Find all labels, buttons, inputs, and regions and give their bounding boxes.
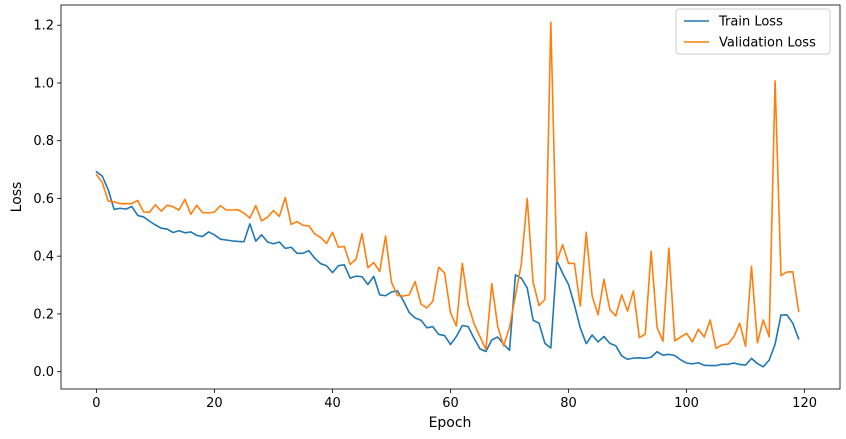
- y-tick-label: 1.2: [33, 19, 54, 34]
- legend: Train Loss Validation Loss: [675, 8, 831, 55]
- y-tick-label: 1.0: [33, 76, 54, 91]
- x-tick-label: 100: [674, 396, 699, 411]
- y-tick-label: 0.4: [33, 250, 54, 265]
- y-tick-label: 0.2: [33, 307, 54, 322]
- x-axis: 0 20 40 60 80 100 120: [92, 389, 817, 411]
- y-tick-label: 0.0: [33, 365, 54, 380]
- x-tick-label: 80: [560, 396, 577, 411]
- x-tick-label: 0: [92, 396, 100, 411]
- y-axis-label: Loss: [9, 182, 25, 213]
- x-tick-label: 20: [206, 396, 223, 411]
- legend-box: [675, 8, 831, 55]
- x-tick-label: 120: [792, 396, 817, 411]
- legend-label-validation-loss: Validation Loss: [719, 36, 816, 51]
- y-tick-label: 0.6: [33, 192, 54, 207]
- y-tick-label: 0.8: [33, 134, 54, 149]
- x-tick-label: 60: [442, 396, 459, 411]
- series-layer: [95, 21, 800, 368]
- series-line-train-loss: [95, 170, 800, 368]
- y-axis: 0.0 0.2 0.4 0.6 0.8 1.0 1.2: [33, 19, 61, 380]
- x-tick-label: 40: [324, 396, 341, 411]
- legend-label-train-loss: Train Loss: [718, 15, 783, 30]
- series-line-validation-loss: [95, 21, 800, 351]
- x-axis-label: Epoch: [429, 415, 472, 431]
